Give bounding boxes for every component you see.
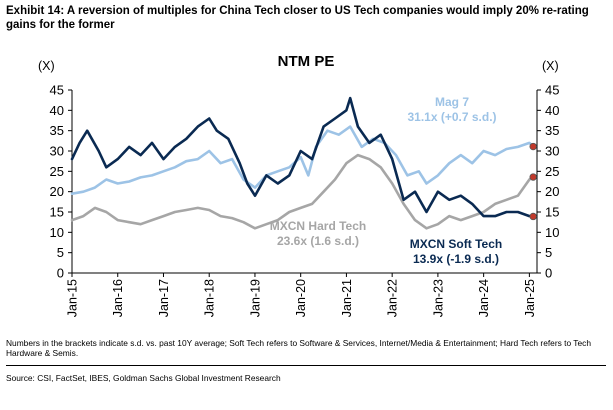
y-tick-label-right: 25 <box>545 164 559 179</box>
y-tick-label-right: 5 <box>545 245 552 260</box>
y-tick-label-right: 40 <box>545 103 559 118</box>
annotation-value-mag-7: 31.1x (+0.7 s.d.) <box>407 110 496 124</box>
y-tick-label-left: 25 <box>50 164 64 179</box>
series-line-mxcn-soft-tech <box>70 96 535 218</box>
end-point-mxcn-soft-tech <box>529 212 537 221</box>
annotation-value-mxcn-soft-tech: 13.9x (-1.9 s.d.) <box>413 252 499 266</box>
y-tick-label-left: 20 <box>50 184 64 199</box>
y-tick-label-right: 30 <box>545 144 559 159</box>
end-point-mxcn-hard-tech <box>529 173 537 181</box>
chart-axes: 0 0 5 5 10 10 15 15 20 20 25 25 30 30 35 35 40 40 45 45 Jan-… <box>50 83 560 318</box>
ntm-pe-chart: NTM PE (X) (X) 0 0 5 5 10 10 15 15 20 20 25 25 30 30 3… <box>38 53 560 318</box>
y-axis-label-right: (X) <box>542 59 559 73</box>
x-tick-label: Jan-23 <box>431 279 445 317</box>
series-line-mag-7 <box>70 125 535 195</box>
y-tick-label-left: 5 <box>57 245 64 260</box>
y-tick-label-left: 35 <box>50 123 64 138</box>
exhibit-title: Exhibit 14: A reversion of multiples for… <box>6 5 589 31</box>
y-tick-label-left: 10 <box>50 225 64 240</box>
y-tick-label-left: 0 <box>57 266 64 281</box>
annotation-name-mag-7: Mag 7 <box>435 95 469 109</box>
x-tick-label: Jan-18 <box>203 279 217 317</box>
annotation-value-mxcn-hard-tech: 23.6x (1.6 s.d.) <box>277 234 359 248</box>
x-tick-label: Jan-16 <box>111 279 125 317</box>
y-tick-label-right: 10 <box>545 225 559 240</box>
x-tick-label: Jan-20 <box>294 279 308 317</box>
series-line-mxcn-hard-tech <box>70 153 535 230</box>
x-tick-label: Jan-21 <box>340 279 354 317</box>
end-point-mag-7 <box>529 142 537 151</box>
y-axis-label-left: (X) <box>38 59 55 73</box>
x-tick-label: Jan-25 <box>523 279 537 317</box>
x-tick-label: Jan-22 <box>386 279 400 317</box>
y-tick-label-right: 0 <box>545 266 552 281</box>
y-tick-label-left: 15 <box>50 205 64 220</box>
y-tick-label-left: 30 <box>50 144 64 159</box>
divider <box>6 365 606 366</box>
y-tick-label-right: 20 <box>545 184 559 199</box>
chart-annotations: Mag 731.1x (+0.7 s.d.) MXCN Hard Tech23.6… <box>270 95 502 266</box>
chart-series <box>70 96 537 230</box>
x-tick-label: Jan-17 <box>157 279 171 317</box>
footnote: Numbers in the brackets indicate s.d. vs… <box>6 338 591 358</box>
chart-title: NTM PE <box>278 53 335 70</box>
y-tick-label-left: 45 <box>50 83 64 98</box>
annotation-name-mxcn-hard-tech: MXCN Hard Tech <box>270 219 366 233</box>
x-tick-label: Jan-15 <box>66 279 80 317</box>
x-tick-label: Jan-19 <box>248 279 262 317</box>
source-note: Source: CSI, FactSet, IBES, Goldman Sach… <box>6 373 281 383</box>
annotation-name-mxcn-soft-tech: MXCN Soft Tech <box>410 237 502 251</box>
y-tick-label-left: 40 <box>50 103 64 118</box>
y-tick-label-right: 15 <box>545 205 559 220</box>
y-tick-label-right: 35 <box>545 123 559 138</box>
x-tick-label: Jan-24 <box>477 279 491 317</box>
y-tick-label-right: 45 <box>545 83 559 98</box>
